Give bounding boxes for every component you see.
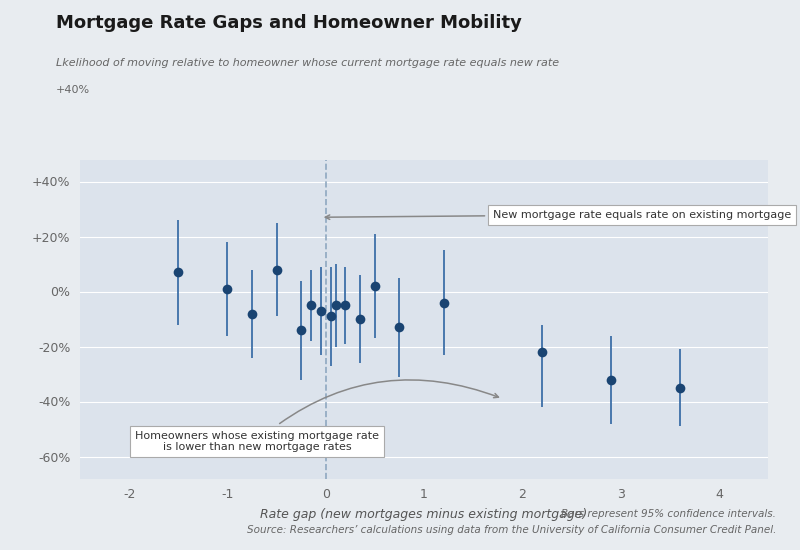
Text: +40%: +40% (56, 85, 90, 95)
X-axis label: Rate gap (new mortgages minus existing mortgage): Rate gap (new mortgages minus existing m… (260, 508, 588, 521)
Text: Homeowners whose existing mortgage rate
is lower than new mortgage rates: Homeowners whose existing mortgage rate … (135, 380, 498, 452)
Text: Lkelihood of moving relative to homeowner whose current mortgage rate equals new: Lkelihood of moving relative to homeowne… (56, 58, 559, 68)
Text: Bars represent 95% confidence intervals.: Bars represent 95% confidence intervals. (561, 509, 776, 519)
Text: Source: Researchers’ calculations using data from the University of California C: Source: Researchers’ calculations using … (246, 525, 776, 535)
Text: Mortgage Rate Gaps and Homeowner Mobility: Mortgage Rate Gaps and Homeowner Mobilit… (56, 14, 522, 32)
Text: New mortgage rate equals rate on existing mortgage: New mortgage rate equals rate on existin… (326, 210, 791, 219)
